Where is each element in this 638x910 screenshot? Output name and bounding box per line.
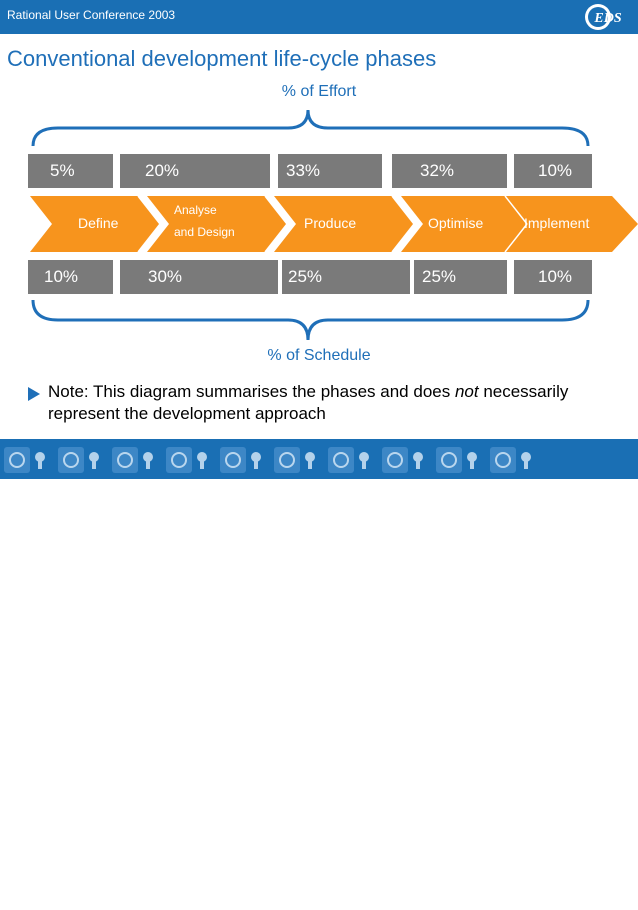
effort-box-produce: 33% — [278, 154, 382, 188]
chevron-optimise — [401, 196, 527, 252]
schedule-box-analyse: 30% — [120, 260, 278, 294]
chevron-analyse — [147, 196, 287, 252]
schedule-box-produce: 25% — [282, 260, 410, 294]
footer-bar: IBM — [0, 439, 638, 909]
header-bar: Rational User Conference 2003 EDS — [0, 0, 638, 34]
phase-optimise: Optimise — [428, 215, 484, 231]
conference-title: Rational User Conference 2003 — [7, 8, 176, 22]
schedule-label: % of Schedule — [267, 347, 371, 364]
effort-value: 33% — [286, 161, 321, 180]
footer-icon-pattern — [4, 447, 531, 473]
ibm-logo: IBM — [573, 887, 613, 909]
schedule-value: 25% — [288, 267, 323, 286]
note-emphasis: not — [454, 382, 479, 401]
bullet-arrow-icon — [28, 387, 40, 401]
effort-box-implement: 10% — [514, 154, 592, 188]
schedule-box-optimise: 25% — [414, 260, 507, 294]
schedule-value: 10% — [44, 267, 79, 286]
schedule-value: 30% — [148, 267, 183, 286]
chevron-produce — [274, 196, 414, 252]
schedule-value: 10% — [538, 267, 573, 286]
eds-logo: EDS — [585, 4, 622, 30]
note-prefix: Note: This diagram summarises the phases… — [48, 382, 455, 401]
phase-analyse-line1: Analyse — [174, 203, 217, 217]
effort-value: 32% — [420, 161, 455, 180]
note-text: Note: This diagram summarises the phases… — [48, 381, 628, 425]
schedule-box-implement: 10% — [514, 260, 592, 294]
effort-value: 5% — [50, 161, 75, 180]
page-title: Conventional development life-cycle phas… — [7, 46, 437, 71]
schedule-box-define: 10% — [28, 260, 113, 294]
note-suffix: necessarily represent the development ap… — [48, 382, 569, 423]
braces — [31, 109, 590, 341]
effort-value: 10% — [538, 161, 573, 180]
logo-text: EDS — [593, 11, 621, 26]
chevron-define — [30, 196, 160, 252]
effort-brace — [31, 109, 590, 147]
phase-analyse-line2: and Design — [174, 225, 235, 239]
effort-box-define: 5% — [28, 154, 113, 188]
phase-implement: Implement — [524, 215, 590, 231]
phase-chevrons — [30, 195, 638, 253]
chevron-implement — [505, 196, 638, 252]
effort-box-optimise: 32% — [392, 154, 507, 188]
phase-define: Define — [78, 215, 119, 231]
schedule-brace — [31, 299, 590, 341]
effort-box-analyse: 20% — [120, 154, 270, 188]
schedule-value: 25% — [422, 267, 457, 286]
effort-label: % of Effort — [281, 83, 357, 100]
phase-produce: Produce — [304, 215, 357, 231]
effort-value: 20% — [145, 161, 180, 180]
